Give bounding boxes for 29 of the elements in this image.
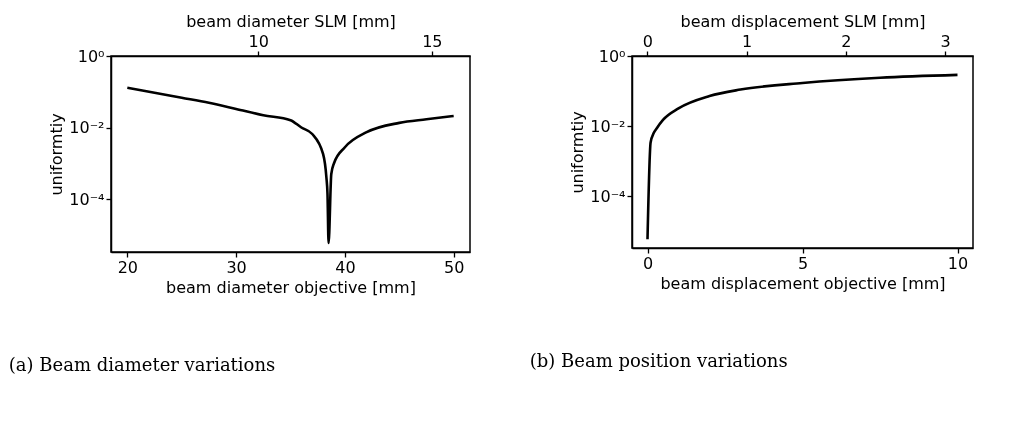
y-tick-label: 10⁻² — [69, 118, 105, 138]
x2-tick-label: 3 — [940, 31, 951, 51]
x-tick-label: 20 — [117, 257, 138, 277]
x-axis-title: beam displacement objective [mm] — [660, 273, 946, 293]
y-axis-title: uniformtiy — [47, 113, 67, 196]
text: (a) Beam diameter variations — [8, 354, 276, 375]
x-tick-label: 30 — [226, 257, 247, 277]
y-tick-label: 10⁰ — [77, 46, 105, 66]
x2-tick-label: 0 — [642, 31, 653, 51]
x2-axis-title: beam displacement SLM [mm] — [680, 11, 926, 31]
x-tick-label: 0 — [642, 253, 654, 273]
x2-tick-label: 10 — [248, 31, 269, 51]
y-tick-label: 10⁻² — [590, 116, 626, 136]
line-series — [126, 86, 455, 245]
y-tick-label: 10⁻⁴ — [69, 189, 105, 209]
x-tick-label: 50 — [444, 257, 465, 277]
x2-tick-label: 2 — [841, 31, 852, 51]
x-tick-label: 5 — [797, 253, 809, 273]
x-axis-title: beam diameter objective [mm] — [166, 277, 416, 297]
x-tick-label: 40 — [335, 257, 356, 277]
y-tick-label: 10⁻⁴ — [590, 186, 626, 206]
x2-tick-label: 15 — [422, 31, 443, 51]
x2-axis-title: beam diameter SLM [mm] — [186, 11, 396, 31]
text: (b) Beam position variations — [529, 350, 788, 371]
x-tick-label: 10 — [947, 253, 969, 273]
y-tick-label: 10⁰ — [598, 46, 626, 66]
x2-tick-label: 1 — [742, 31, 753, 51]
line-series — [646, 73, 959, 241]
y-axis-title: uniformtiy — [568, 111, 588, 194]
